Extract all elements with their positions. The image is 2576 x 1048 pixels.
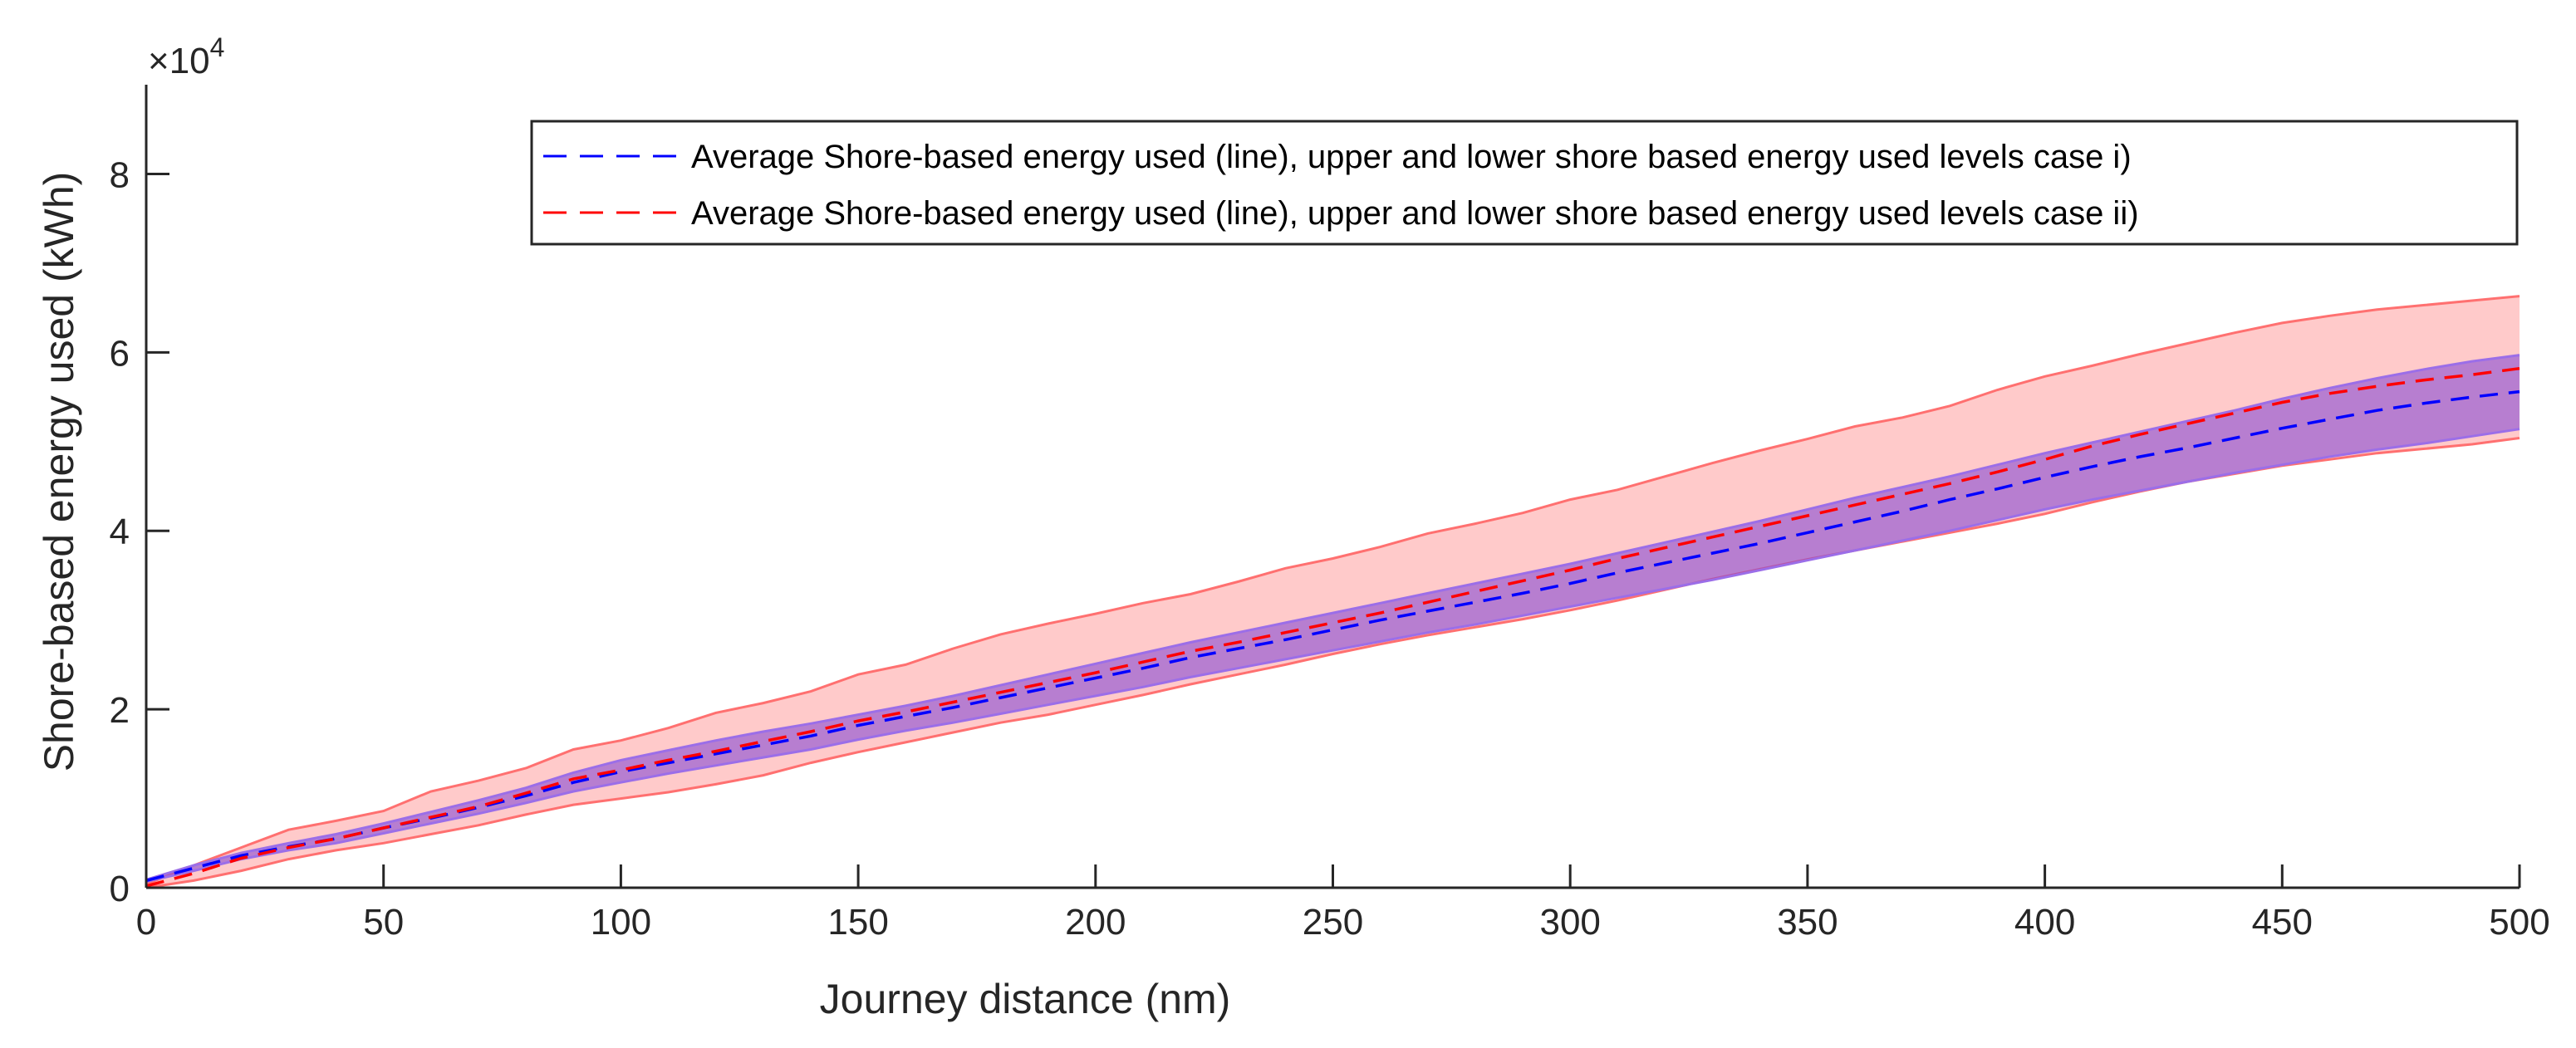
- legend-box: [530, 120, 2519, 246]
- band-lower-edge-case-ii: [145, 437, 2520, 889]
- y-tick-label: 8: [110, 154, 130, 195]
- mean-line-case-i: [145, 389, 2520, 883]
- x-tick-label: 200: [1065, 902, 1126, 943]
- x-tick-label: 100: [591, 902, 651, 943]
- x-tick-label: 350: [1777, 902, 1838, 943]
- y-exponent-base: ×10: [148, 41, 210, 81]
- y-tick-label: 0: [110, 869, 130, 909]
- y-exponent-power: 4: [210, 32, 225, 62]
- mean-line-case-ii: [145, 366, 2520, 888]
- lines-layer: [145, 366, 2520, 888]
- x-axis-label: Journey distance (nm): [820, 976, 1231, 1022]
- legend: Average Shore-based energy used (line), …: [530, 120, 2519, 246]
- legend-label-case-ii: Average Shore-based energy used (line), …: [691, 195, 2139, 232]
- band-upper-edge-case-ii: [145, 295, 2520, 886]
- band-upper-edge-case-i: [145, 354, 2520, 881]
- x-tick-label: 400: [2014, 902, 2075, 943]
- band-case-i: [146, 355, 2520, 882]
- legend-label-case-i: Average Shore-based energy used (line), …: [691, 139, 2132, 175]
- x-tick-label: 50: [363, 902, 404, 943]
- x-tick-label: 0: [136, 902, 156, 943]
- y-tick-label: 6: [110, 333, 130, 374]
- x-tick-label: 450: [2252, 902, 2313, 943]
- y-tick-label: 4: [110, 512, 130, 552]
- x-tick-label: 300: [1539, 902, 1600, 943]
- x-tick-label: 150: [827, 902, 888, 943]
- x-tick-label: 500: [2489, 902, 2549, 943]
- y-axis-label: Shore-based energy used (kWh): [36, 172, 82, 772]
- bands-layer: [145, 295, 2520, 889]
- y-tick-label: 2: [110, 690, 130, 731]
- x-tick-label: 250: [1303, 902, 1363, 943]
- band-lower-edge-case-i: [145, 428, 2520, 883]
- ticks-layer: 0 50 100 150 200 250 300 350 400 450 500 0 2 4 6 8: [110, 154, 2550, 943]
- y-exponent-label: ×104: [148, 32, 224, 81]
